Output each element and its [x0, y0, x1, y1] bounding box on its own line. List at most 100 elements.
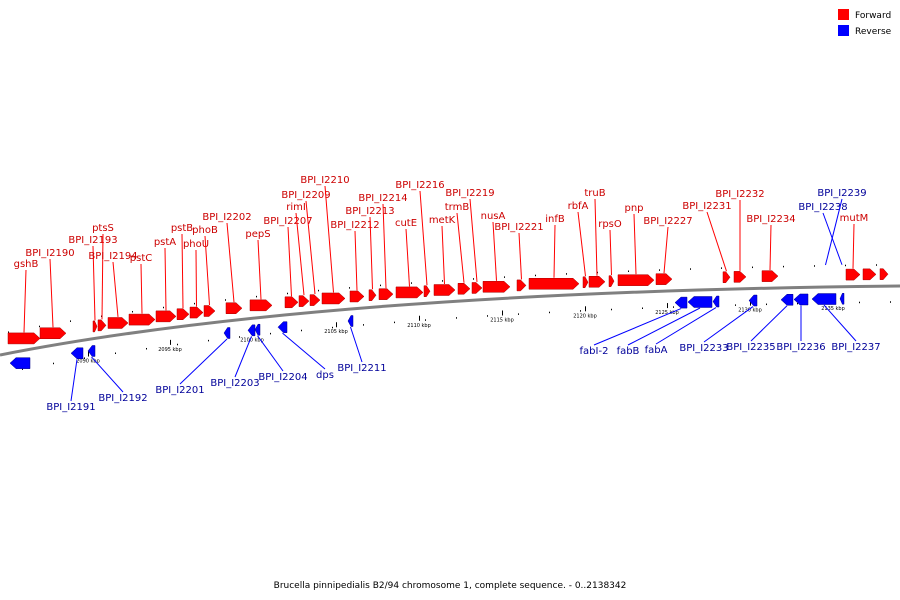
tick-label: 2105 kbp [324, 329, 348, 335]
reverse-gene-arrow [9, 357, 31, 369]
forward-gene-leader [609, 229, 612, 276]
reverse-gene-leader [823, 304, 857, 342]
reverse-gene-label: fabI-2 [580, 346, 609, 357]
forward-gene-arrow [722, 271, 731, 283]
forward-gene-arrow [471, 282, 483, 294]
forward-gene-label: trmB [445, 202, 470, 213]
forward-gene-arrow [368, 289, 377, 301]
forward-gene-leader [354, 230, 358, 291]
reverse-gene-arrow [712, 295, 720, 308]
minor-tick-lower [115, 352, 116, 355]
minor-tick-upper [411, 282, 412, 284]
minor-tick-upper [845, 264, 846, 267]
reverse-gene-label: BPI_I2192 [98, 393, 147, 404]
legend-forward-label: Forward [855, 11, 891, 21]
minor-tick-upper [380, 284, 381, 287]
forward-gene-leader [518, 232, 522, 280]
minor-tick-upper [132, 310, 133, 313]
reverse-gene-label: BPI_I2203 [210, 378, 259, 389]
forward-gene-arrow [516, 279, 527, 292]
forward-gene-label: BPI_I2194 [88, 251, 137, 262]
minor-tick-lower [580, 310, 581, 312]
minor-tick-lower [735, 304, 736, 306]
forward-gene-arrow [395, 286, 424, 299]
sequence-backbone [0, 284, 900, 357]
forward-gene-leader [112, 261, 119, 318]
forward-gene-leader [419, 190, 428, 286]
forward-gene-arrow [457, 283, 471, 295]
reverse-gene-arrow [347, 315, 354, 327]
tick-label: 2110 kbp [407, 323, 431, 329]
major-tick [502, 310, 503, 316]
forward-gene-arrow [225, 302, 243, 314]
reverse-gene-leader [825, 198, 843, 266]
forward-gene-arrow [97, 319, 107, 332]
reverse-gene-leader [91, 356, 124, 393]
tick-label: 2115 kbp [490, 317, 514, 323]
minor-tick-upper [783, 265, 784, 268]
reverse-gene-arrow [277, 321, 288, 333]
minor-tick-upper [659, 269, 660, 271]
minor-tick-lower [239, 336, 240, 338]
forward-gene-label: gshB [14, 259, 39, 270]
forward-gene-leader [101, 233, 104, 320]
forward-genes: gshBBPI_I2190BPI_I2193ptsSBPI_I2194pstCp… [7, 175, 889, 345]
reverse-gene-leader [234, 336, 252, 378]
minor-tick-upper [349, 287, 350, 289]
forward-gene-leader [469, 198, 478, 282]
forward-gene-leader [257, 239, 262, 300]
forward-gene-label: BPI_I2216 [395, 180, 444, 191]
reverse-gene-arrow [839, 293, 845, 305]
forward-gene-leader [195, 249, 197, 307]
minor-tick-upper [597, 271, 598, 274]
minor-tick-upper [628, 270, 629, 272]
forward-gene-label: rpsO [598, 219, 622, 230]
minor-tick-upper [504, 276, 505, 278]
forward-gene-arrow [588, 276, 606, 288]
forward-gene-leader [49, 258, 54, 328]
forward-gene-arrow [879, 268, 889, 280]
minor-tick-upper [752, 266, 753, 269]
reverse-gene-label: BPI_I2238 [798, 202, 847, 213]
minor-tick-lower [766, 303, 767, 306]
forward-gene-label: BPI_I2202 [202, 212, 251, 223]
forward-gene-label: pstC [130, 253, 152, 264]
forward-gene-leader [706, 211, 727, 272]
minor-tick-upper [721, 267, 722, 269]
forward-gene-arrow [423, 285, 431, 297]
forward-gene-leader [769, 224, 772, 271]
minor-tick-lower [642, 307, 643, 309]
forward-gene-label: truB [584, 188, 605, 199]
forward-gene-label: phoU [183, 239, 209, 250]
major-tick [667, 303, 668, 309]
reverse-gene-label: BPI_I2236 [776, 342, 825, 353]
minor-tick-lower [146, 347, 147, 350]
tick-label: 2100 kbp [240, 337, 264, 343]
reverse-gene-arrow [223, 327, 231, 339]
minor-tick-upper [256, 295, 257, 298]
reverse-gene-label: fabA [645, 345, 668, 356]
legend-reverse-swatch [838, 25, 849, 36]
minor-tick-lower [425, 319, 426, 321]
forward-gene-leader [852, 223, 855, 269]
forward-gene-label: pstB [171, 223, 193, 234]
forward-gene-arrow [155, 310, 177, 323]
reverse-gene-arrow [793, 293, 809, 306]
forward-gene-arrow [321, 292, 346, 305]
forward-gene-arrow [203, 305, 216, 317]
reverse-gene-label: BPI_I2211 [337, 363, 386, 374]
forward-gene-arrow [733, 271, 747, 283]
forward-gene-leader [441, 225, 445, 285]
minor-tick-lower [394, 321, 395, 324]
forward-gene-arrow [298, 295, 310, 307]
forward-gene-arrow [249, 299, 273, 312]
forward-gene-leader [382, 203, 387, 289]
forward-gene-label: rbfA [568, 201, 589, 212]
minor-tick-upper [8, 331, 9, 333]
minor-tick-upper [163, 306, 164, 309]
forward-gene-arrow [189, 306, 204, 319]
forward-gene-arrow [92, 320, 98, 333]
forward-gene-arrow [284, 296, 299, 309]
minor-tick-lower [518, 313, 519, 315]
forward-gene-arrow [39, 327, 67, 340]
